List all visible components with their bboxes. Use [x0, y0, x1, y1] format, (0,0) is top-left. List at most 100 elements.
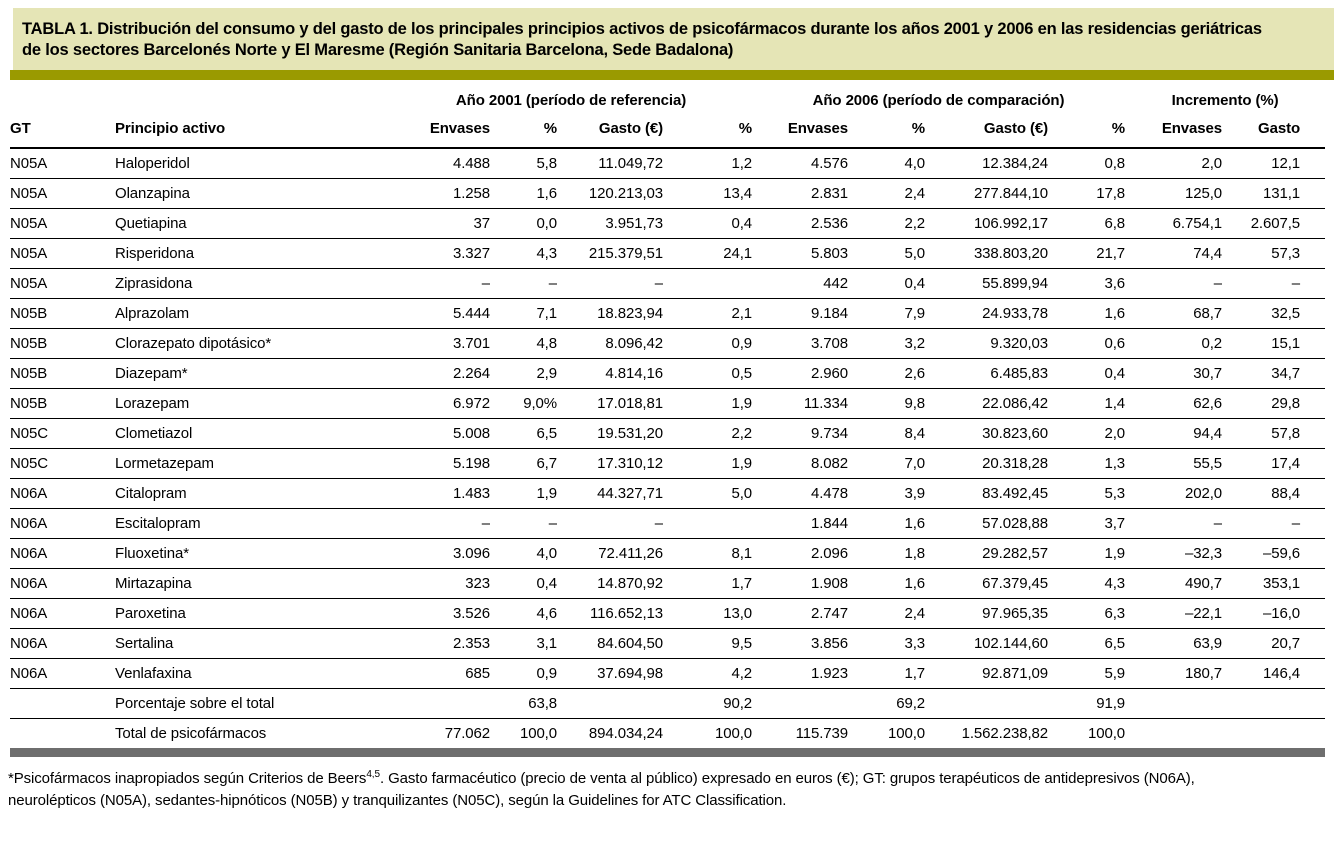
cell: 2.096 [810, 545, 849, 562]
cell: 2,0 [1201, 155, 1223, 172]
cell: 1,9 [731, 455, 753, 472]
cell: 3,9 [904, 485, 926, 502]
cell: 202,0 [1184, 485, 1223, 502]
cell [1222, 719, 1325, 749]
cell: 84.604,50 [597, 635, 663, 652]
cell: – [1213, 515, 1223, 532]
cell: 4,2 [731, 665, 753, 682]
footnote: *Psicofármacos inapropiados según Criter… [8, 768, 1334, 812]
group-header-incremento: Incremento (%) [1171, 92, 1279, 109]
cell: Quetiapina [115, 215, 187, 232]
cell: N06A [10, 605, 48, 622]
cell: – [654, 515, 663, 532]
cell: 6,7 [536, 455, 557, 472]
cell: 14.870,92 [597, 575, 663, 592]
cell: 5.008 [452, 425, 490, 442]
cell: 1,9 [536, 485, 557, 502]
cell: 323 [465, 575, 490, 592]
cell: 62,6 [1193, 395, 1223, 412]
cell: Total de psicofármacos [115, 725, 267, 742]
cell: Sertalina [115, 635, 174, 652]
cell: 277.844,10 [973, 185, 1049, 202]
cell: –32,3 [1184, 545, 1223, 562]
cell: Citalopram [115, 485, 187, 502]
group-header-2001: Año 2001 (período de referencia) [455, 92, 687, 109]
cell: 3.327 [452, 245, 490, 262]
group-header-row: Año 2001 (período de referencia) Año 200… [10, 88, 1325, 111]
cell: – [481, 515, 490, 532]
cell: 6.972 [452, 395, 490, 412]
cell: 442 [823, 275, 849, 292]
cell: Paroxetina [115, 605, 186, 622]
table-row: N05B Clorazepato dipotásico* 3.701 4,8 8.096… [10, 329, 1326, 359]
table-row: N06A Fluoxetina* 3.096 4,0 72.411,26 8,1 2.096… [10, 539, 1326, 569]
cell: 0,6 [1104, 335, 1126, 352]
cell: 1.258 [452, 185, 490, 202]
footnote-line-1: *Psicofármacos inapropiados según Criter… [8, 768, 1334, 790]
cell: 1,6 [1104, 305, 1126, 322]
cell: 4,6 [536, 605, 557, 622]
cell: 5.198 [452, 455, 490, 472]
cell: 0,4 [731, 215, 753, 232]
cell: 338.803,20 [973, 245, 1049, 262]
cell: 17.310,12 [597, 455, 663, 472]
cell: 5,0 [731, 485, 753, 502]
cell: 5,3 [1104, 485, 1126, 502]
footnote-reference-superscript: 4,5 [366, 769, 380, 780]
cell: 69,2 [896, 695, 926, 712]
cell: 74,4 [1193, 245, 1223, 262]
cell: 3,3 [904, 635, 926, 652]
col-header-pct-gasto-2006: % [1111, 120, 1126, 137]
cell: 102.144,60 [973, 635, 1049, 652]
cell: 88,4 [1271, 485, 1301, 502]
cell: Lormetazepam [115, 455, 214, 472]
cell: 2.960 [810, 365, 849, 382]
cell: Porcentaje sobre el total [115, 695, 275, 712]
table-row: N05A Risperidona 3.327 4,3 215.379,51 24,1 5.8… [10, 239, 1326, 269]
cell: 94,4 [1193, 425, 1223, 442]
cell: 8,4 [904, 425, 926, 442]
cell: N05A [10, 155, 48, 172]
cell: 6,8 [1104, 215, 1126, 232]
cell: 2,2 [731, 425, 753, 442]
cell: 120.213,03 [588, 185, 663, 202]
cell: – [1291, 515, 1301, 532]
footnote-line-2: neurolépticos (N05A), sedantes-hipnótico… [8, 792, 787, 809]
cell: 34,7 [1271, 365, 1301, 382]
cell: 21,7 [1096, 245, 1126, 262]
cell: 100,0 [1087, 725, 1126, 742]
cell: 2,4 [904, 605, 926, 622]
cell: 4.478 [810, 485, 849, 502]
cell: Lorazepam [115, 395, 190, 412]
cell: 1,4 [1104, 395, 1126, 412]
cell: N06A [10, 485, 48, 502]
cell: Escitalopram [115, 515, 201, 532]
cell: 0,9 [731, 335, 753, 352]
cell: 5,9 [1104, 665, 1126, 682]
table-row: Porcentaje sobre el total 63,8 90,2 69,2 91,… [10, 689, 1326, 719]
cell: 17,8 [1096, 185, 1126, 202]
table-title-band: TABLA 1. Distribución del consumo y del … [13, 8, 1334, 70]
cell: N06A [10, 635, 48, 652]
cell: N05C [10, 455, 48, 472]
col-header-envases-2001: Envases [429, 120, 490, 137]
footnote-text-pre: *Psicofármacos inapropiados según Criter… [8, 770, 367, 787]
table-row: N06A Mirtazapina 323 0,4 14.870,92 1,7 1.908 1,… [10, 569, 1326, 599]
cell: 0,0 [536, 215, 557, 232]
table-row: N05A Ziprasidona – – – 442 0,4 55.899,94 3,6 – – [10, 269, 1326, 299]
cell: 490,7 [1184, 575, 1223, 592]
table-bottom-bar [10, 748, 1325, 757]
cell: 19.531,20 [597, 425, 663, 442]
cell: Risperidona [115, 245, 194, 262]
cell: 9.320,03 [990, 335, 1049, 352]
data-table: Año 2001 (período de referencia) Año 200… [10, 88, 1326, 749]
column-header-row: GT Principio activo Envases % Gasto (€) … [10, 111, 1325, 148]
cell: Venlafaxina [115, 665, 192, 682]
cell: 15,1 [1271, 335, 1301, 352]
cell: 91,9 [1096, 695, 1126, 712]
cell: 17.018,81 [597, 395, 663, 412]
cell: – [1291, 275, 1301, 292]
cell: 3.856 [810, 635, 849, 652]
cell: N05A [10, 185, 48, 202]
cell: 6.485,83 [990, 365, 1049, 382]
